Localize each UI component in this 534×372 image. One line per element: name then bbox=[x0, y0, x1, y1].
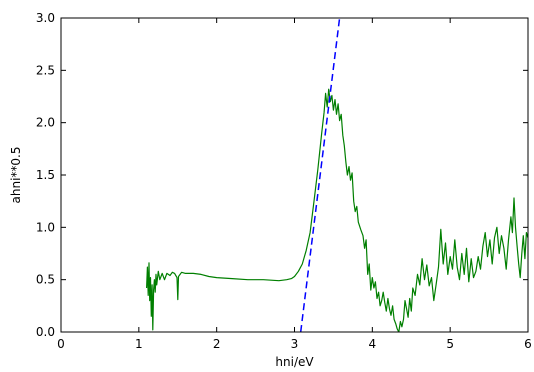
x-axis-label: hni/eV bbox=[275, 355, 314, 369]
x-tick-label: 4 bbox=[369, 337, 377, 351]
x-tick-label: 2 bbox=[213, 337, 221, 351]
x-tick-label: 6 bbox=[524, 337, 532, 351]
y-tick-label: 2.0 bbox=[36, 116, 55, 130]
y-tick-label: 0.0 bbox=[36, 325, 55, 339]
x-tick-label: 1 bbox=[135, 337, 143, 351]
x-tick-label: 3 bbox=[291, 337, 299, 351]
plot-frame bbox=[60, 17, 529, 333]
y-tick-label: 2.5 bbox=[36, 63, 55, 77]
plot-lines bbox=[146, 18, 528, 332]
y-tick-label: 1.5 bbox=[36, 168, 55, 182]
y-axis-label: ahni**0.5 bbox=[9, 147, 23, 204]
y-tick-label: 1.0 bbox=[36, 220, 55, 234]
x-tick-label: 0 bbox=[57, 337, 65, 351]
y-tick-label: 3.0 bbox=[36, 11, 55, 25]
fit-line bbox=[299, 18, 341, 332]
y-tick-label: 0.5 bbox=[36, 273, 55, 287]
data-series-line bbox=[146, 88, 528, 332]
x-tick-label: 5 bbox=[446, 337, 454, 351]
axis-ticks: 0 1 2 3 4 5 6 0.0 0.5 1.0 1.5 2.0 2.5 3.0 bbox=[36, 11, 532, 351]
